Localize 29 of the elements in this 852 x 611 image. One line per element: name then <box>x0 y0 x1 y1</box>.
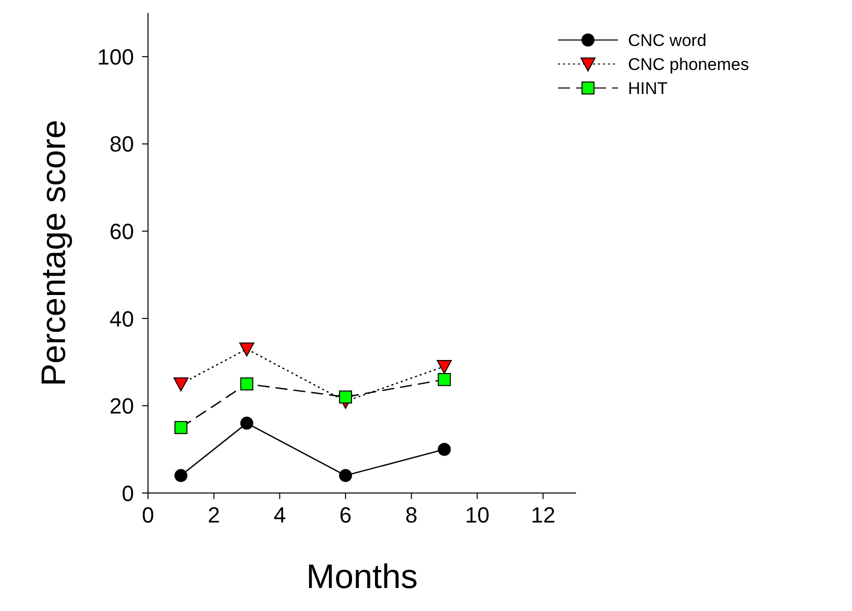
point <box>339 390 352 404</box>
legend-label: CNC word <box>628 31 706 50</box>
point <box>438 442 451 456</box>
point <box>438 373 451 386</box>
x-tick-label: 12 <box>530 502 556 528</box>
x-tick-label: 2 <box>208 502 220 528</box>
y-tick-label: 0 <box>122 480 134 506</box>
legend-label: HINT <box>628 79 668 98</box>
point <box>240 377 254 390</box>
point <box>240 416 254 430</box>
y-axis-title: Percentage score <box>35 120 74 386</box>
y-tick-label: 80 <box>110 132 134 157</box>
point <box>339 469 352 482</box>
y-tick-label: 60 <box>110 218 134 244</box>
point <box>173 377 188 392</box>
legend-label: CNC phonemes <box>628 55 749 74</box>
point <box>174 469 188 482</box>
y-tick-label: 100 <box>97 44 134 70</box>
x-tick-label: 4 <box>274 502 286 528</box>
x-tick-label: 10 <box>464 502 490 528</box>
point <box>436 360 452 374</box>
x-tick-label: 0 <box>142 502 154 528</box>
x-axis-title: Months <box>306 558 418 596</box>
y-tick-label: 40 <box>110 306 134 332</box>
x-tick-label: 8 <box>405 502 418 528</box>
point <box>239 342 254 356</box>
x-tick-label: 6 <box>339 502 352 528</box>
y-tick-label: 20 <box>110 394 134 419</box>
point <box>174 421 188 434</box>
